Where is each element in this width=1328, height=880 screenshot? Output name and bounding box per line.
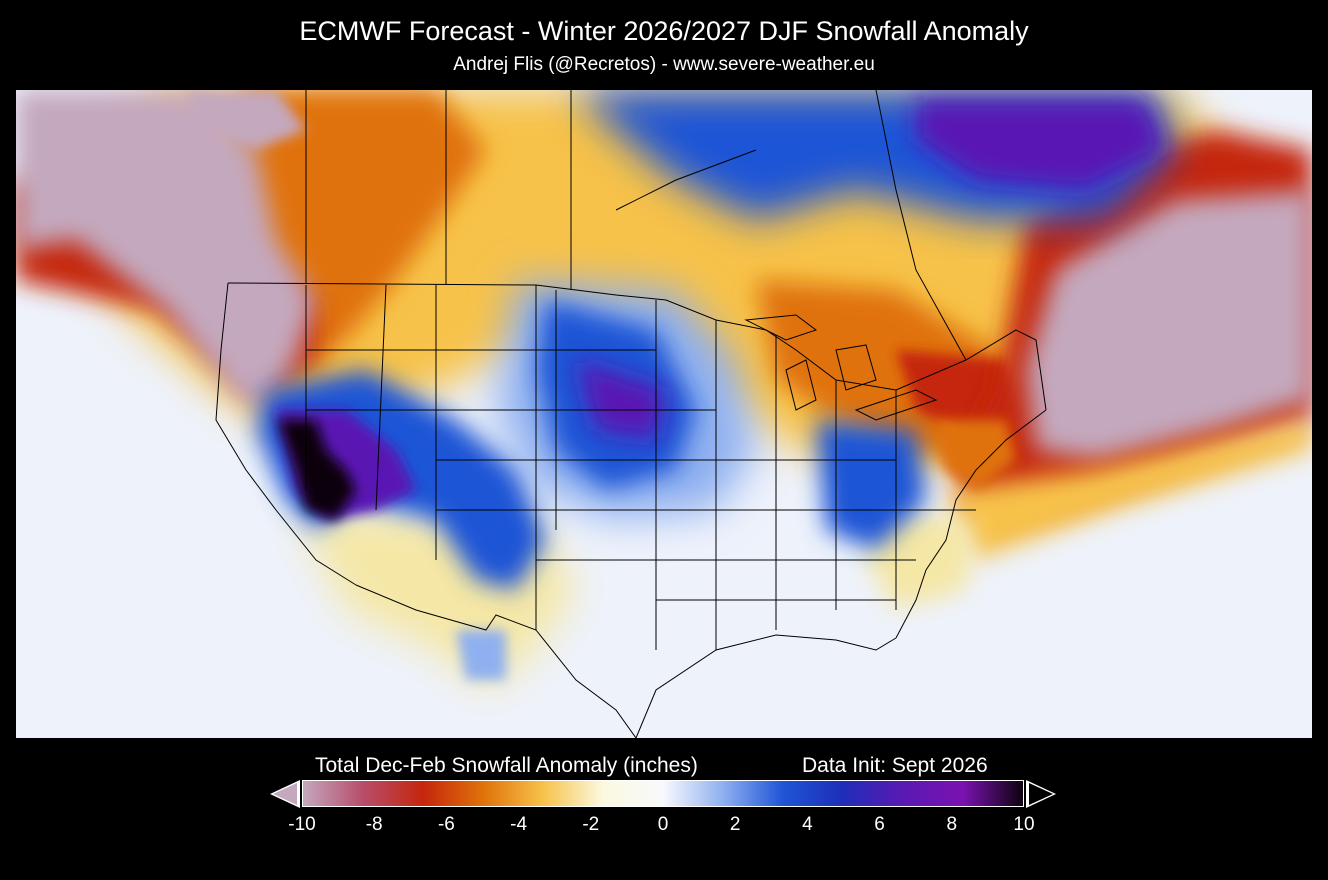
colorbar-tick-label: 4 <box>802 814 813 835</box>
snowfall-anomaly-map <box>16 90 1312 738</box>
canada-provinces <box>305 90 967 361</box>
colorbar-tick-label: -2 <box>582 814 600 835</box>
us-west-coast <box>215 282 357 586</box>
colorbar-tick-label: 8 <box>946 814 958 835</box>
colorbar-max-extend-arrow <box>1026 780 1056 808</box>
colorbar-min-extend-arrow <box>270 780 300 808</box>
colorbar-tick-label: -6 <box>437 814 455 835</box>
us-canada-border <box>227 282 1047 411</box>
colorbar-tick-label: -8 <box>365 814 383 835</box>
gulf-coast <box>635 634 897 738</box>
map-title: ECMWF Forecast - Winter 2026/2027 DJF Sn… <box>299 16 1029 46</box>
colorbar-tick-label: 10 <box>1013 814 1035 835</box>
great-lakes <box>744 314 938 421</box>
us-mexico-border <box>355 584 637 738</box>
negative-anomaly-fields <box>16 90 1312 690</box>
us-east-coast <box>895 409 1047 639</box>
data-init-label: Data Init: Sept 2026 <box>802 754 988 777</box>
colorbar-tick-label: -10 <box>288 814 316 835</box>
state-lines-east-west <box>306 349 976 601</box>
colorbar-tick-label: 6 <box>874 814 885 835</box>
colorbar-tick-label: 0 <box>657 814 669 835</box>
colorbar-tick-labels: -10 -8 -6 -4 -2 0 2 4 6 8 10 <box>288 813 1034 837</box>
colorbar-tick-label: 2 <box>729 814 741 835</box>
political-borders <box>215 90 1047 738</box>
colorbar-tick-label: -4 <box>510 814 528 835</box>
map-subtitle: Andrej Flis (@Recretos) - www.severe-wea… <box>453 54 875 75</box>
colorbar <box>302 780 1024 807</box>
legend-caption: Total Dec-Feb Snowfall Anomaly (inches) <box>315 754 698 777</box>
